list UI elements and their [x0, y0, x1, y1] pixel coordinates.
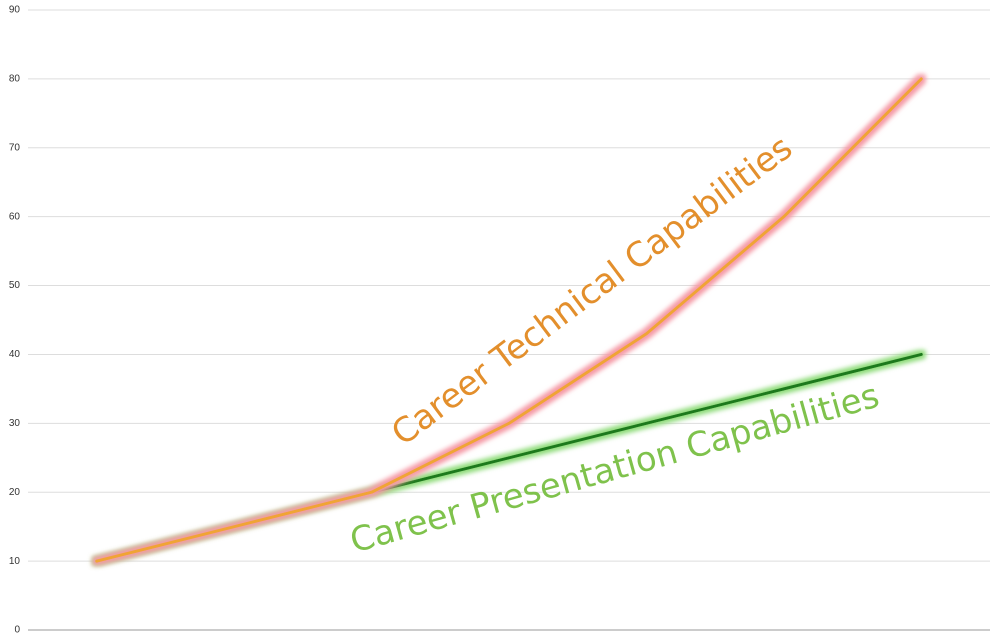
- y-tick-label: 60: [9, 211, 21, 222]
- y-tick-label: 10: [9, 556, 21, 567]
- y-tick-label: 70: [9, 142, 21, 153]
- y-tick-label: 40: [9, 349, 21, 360]
- series-label: Career Technical Capabilities: [384, 128, 800, 454]
- y-tick-label: 50: [9, 280, 21, 291]
- series-line: [95, 77, 923, 563]
- y-tick-label: 80: [9, 74, 21, 85]
- y-tick-label: 20: [9, 487, 21, 498]
- y-tick-label: 30: [9, 418, 21, 429]
- y-tick-label: 0: [14, 625, 20, 636]
- y-tick-label: 90: [9, 5, 21, 16]
